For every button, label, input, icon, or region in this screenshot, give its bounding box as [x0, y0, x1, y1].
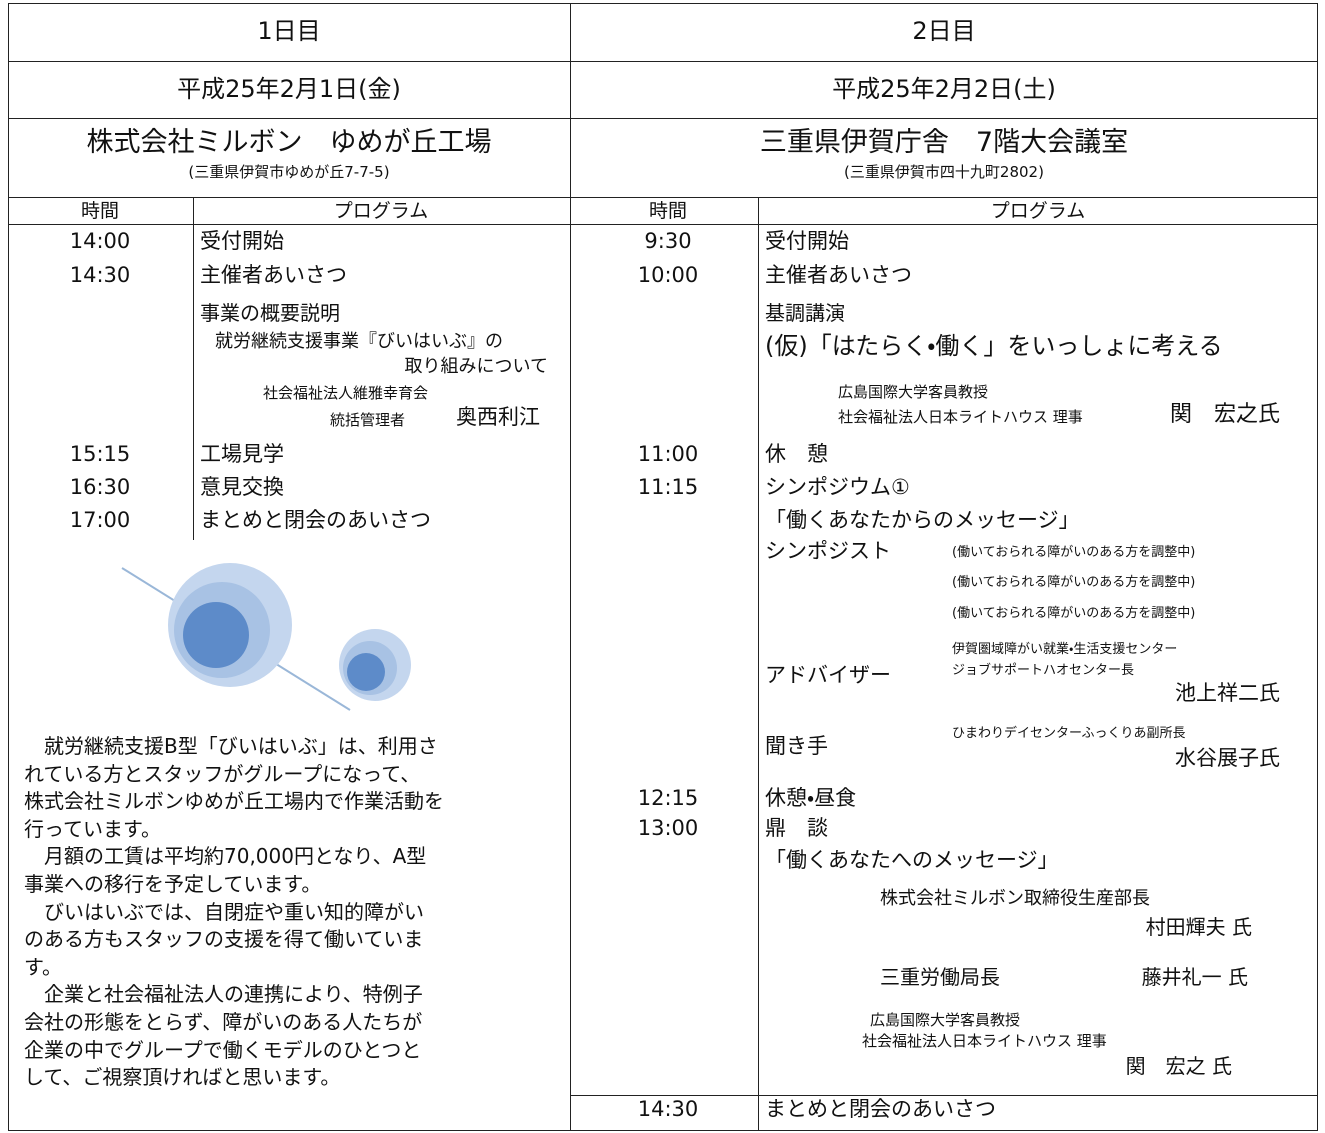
day-date: 平成25年2月2日(土) [832, 74, 1056, 103]
time: 17:00 [69, 508, 131, 533]
border [8, 3, 1318, 4]
address: (三重県伊賀市ゆめが丘7-7-5) [188, 162, 390, 181]
time: 11:00 [637, 442, 699, 467]
description-line: れている方とスタッフがグループになって、 [24, 761, 421, 786]
program-item: 聞き手 [765, 734, 828, 759]
program-item: 広島国際大学客員教授 [838, 382, 989, 401]
program-item: 休憩・昼食 [765, 786, 857, 811]
program-item: 奥西利江 [456, 405, 540, 430]
program-item: アドバイザー [765, 663, 891, 688]
program-item: まとめと閉会のあいさつ [765, 1097, 996, 1122]
row-line [8, 118, 1318, 119]
program-item: 社会福祉法人日本ライトハウス 理事 [838, 407, 1083, 426]
program-item: 休 憩 [765, 442, 828, 467]
program-item: シンポジウム① [765, 475, 910, 500]
program-item: まとめと閉会のあいさつ [200, 508, 431, 533]
address: (三重県伊賀市四十九町2802) [844, 162, 1044, 181]
description-line: 企業と社会福祉法人の連携により、特例子 [24, 982, 423, 1007]
program-item: (働いておられる障がいのある方を調整中) [952, 605, 1196, 621]
row-line [570, 1095, 1318, 1096]
program-item: (働いておられる障がいのある方を調整中) [952, 544, 1196, 560]
border [1317, 3, 1318, 1130]
description-line: 会社の形態をとらず、障がいのある人たちが [24, 1010, 423, 1034]
program-item: 基調講演 [765, 301, 845, 325]
program-item: 意見交換 [200, 475, 284, 500]
program-item: 鼎 談 [765, 816, 828, 841]
time: 14:30 [637, 1097, 699, 1122]
description-line: して、ご視察頂ければと思います。 [24, 1065, 341, 1090]
program-item: 関 宏之 氏 [1125, 1054, 1232, 1078]
day-date: 平成25年2月1日(金) [177, 74, 401, 103]
time: 12:15 [637, 786, 699, 811]
description-line: す。 [24, 954, 62, 979]
program-item: 取り組みについて [404, 356, 548, 378]
column-line [193, 197, 194, 540]
venue: 株式会社ミルボン ゆめが丘工場 [86, 127, 492, 159]
day-label: 2日目 [912, 16, 976, 45]
description-line: 株式会社ミルボンゆめが丘工場内で作業活動を [24, 789, 444, 814]
column-line [758, 197, 759, 1130]
column-header: プログラム [333, 199, 429, 222]
program-item: 「働くあなたからのメッセージ」 [765, 508, 1080, 533]
program-item: 就労継続支援事業『びいはいぶ』の [215, 331, 503, 353]
program-item: 工場見学 [200, 442, 284, 467]
row-line [8, 197, 1318, 198]
program-item: (仮)「はたらく・働く」をいっしょに考える [765, 331, 1223, 360]
column-header: 時間 [80, 199, 120, 222]
description-line: 企業の中でグループで働くモデルのひとつと [24, 1037, 422, 1062]
program-item: ひまわりデイセンターふっくりあ副所長 [952, 725, 1186, 741]
time: 13:00 [637, 816, 699, 841]
time: 14:30 [69, 263, 131, 288]
program-item: 関 宏之氏 [1169, 401, 1280, 427]
program-item: 広島国際大学客員教授 [870, 1010, 1021, 1029]
program-item: 主催者あいさつ [200, 263, 347, 288]
venue: 三重県伊賀庁舎 7階大会議室 [759, 127, 1129, 159]
program-item: 伊賀圏域障がい就業・生活支援センター [952, 641, 1178, 657]
program-item: 株式会社ミルボン取締役生産部長 [880, 888, 1150, 910]
description-line: のある方もスタッフの支援を得て働いていま [24, 927, 424, 952]
time: 16:30 [69, 475, 131, 500]
day-label: 1日目 [257, 16, 321, 45]
border [8, 3, 9, 1130]
column-header: 時間 [648, 199, 688, 222]
program-item: 受付開始 [200, 229, 284, 254]
description-line: 就労継続支援B型「びいはいぶ」は、利用さ [24, 734, 438, 758]
description-line: 事業への移行を予定しています。 [24, 872, 322, 896]
time: 15:15 [69, 442, 131, 467]
program-item: 社会福祉法人維雅幸育会 [263, 383, 429, 402]
description-line: びいはいぶでは、自閉症や重い知的障がい [24, 899, 424, 924]
description-line: 月額の工賃は平均約70,000円となり、A型 [24, 844, 427, 869]
column-line [570, 3, 571, 1130]
border [8, 1130, 1318, 1131]
row-line [8, 224, 1318, 225]
column-header: プログラム [990, 199, 1086, 222]
program-item: 統括管理者 [330, 410, 406, 429]
program-item: 藤井礼一 氏 [1141, 965, 1248, 989]
program-item: 村田輝夫 氏 [1145, 915, 1252, 939]
program-item: 社会福祉法人日本ライトハウス 理事 [862, 1031, 1107, 1050]
program-item: 受付開始 [765, 229, 849, 254]
program-item: 水谷展子氏 [1175, 746, 1280, 771]
time: 11:15 [637, 475, 699, 500]
program-item: 「働くあなたへのメッセージ」 [765, 848, 1059, 873]
program-item: ジョブサポートハオセンター長 [952, 662, 1135, 678]
program-item: 池上祥二氏 [1175, 681, 1280, 706]
program-item: 事業の概要説明 [200, 301, 340, 325]
program-item: (働いておられる障がいのある方を調整中) [952, 574, 1196, 590]
program-item: 主催者あいさつ [765, 263, 912, 288]
row-line [8, 61, 1318, 62]
time: 9:30 [644, 229, 692, 254]
decoration [121, 563, 411, 711]
time: 10:00 [637, 263, 699, 288]
program-item: シンポジスト [765, 539, 891, 564]
program-item: 三重労働局長 [880, 965, 1000, 989]
time: 14:00 [69, 229, 131, 254]
description-line: 行っています。 [24, 816, 161, 841]
